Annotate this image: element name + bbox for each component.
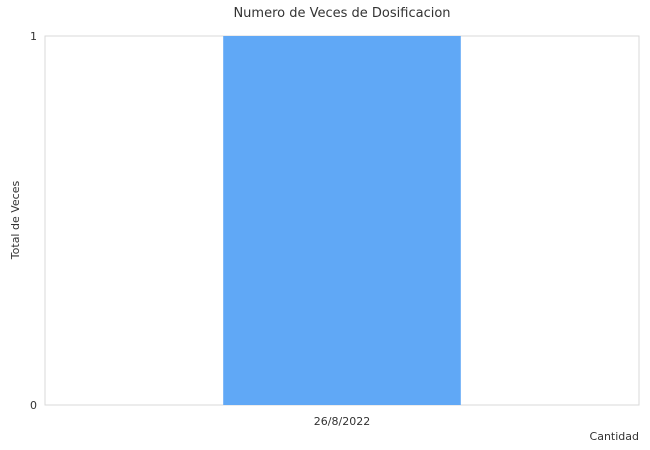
bar — [223, 36, 461, 405]
y-axis-label: Total de Veces — [9, 181, 22, 261]
x-axis-label: Cantidad — [590, 430, 639, 443]
y-tick-label: 0 — [30, 399, 37, 412]
bars-group — [223, 36, 461, 405]
y-tick-labels: 01 — [30, 30, 37, 412]
x-tick-labels: 26/8/2022 — [314, 415, 370, 428]
x-tick-label: 26/8/2022 — [314, 415, 370, 428]
chart-title: Numero de Veces de Dosificacion — [233, 6, 450, 21]
y-tick-label: 1 — [30, 30, 37, 43]
